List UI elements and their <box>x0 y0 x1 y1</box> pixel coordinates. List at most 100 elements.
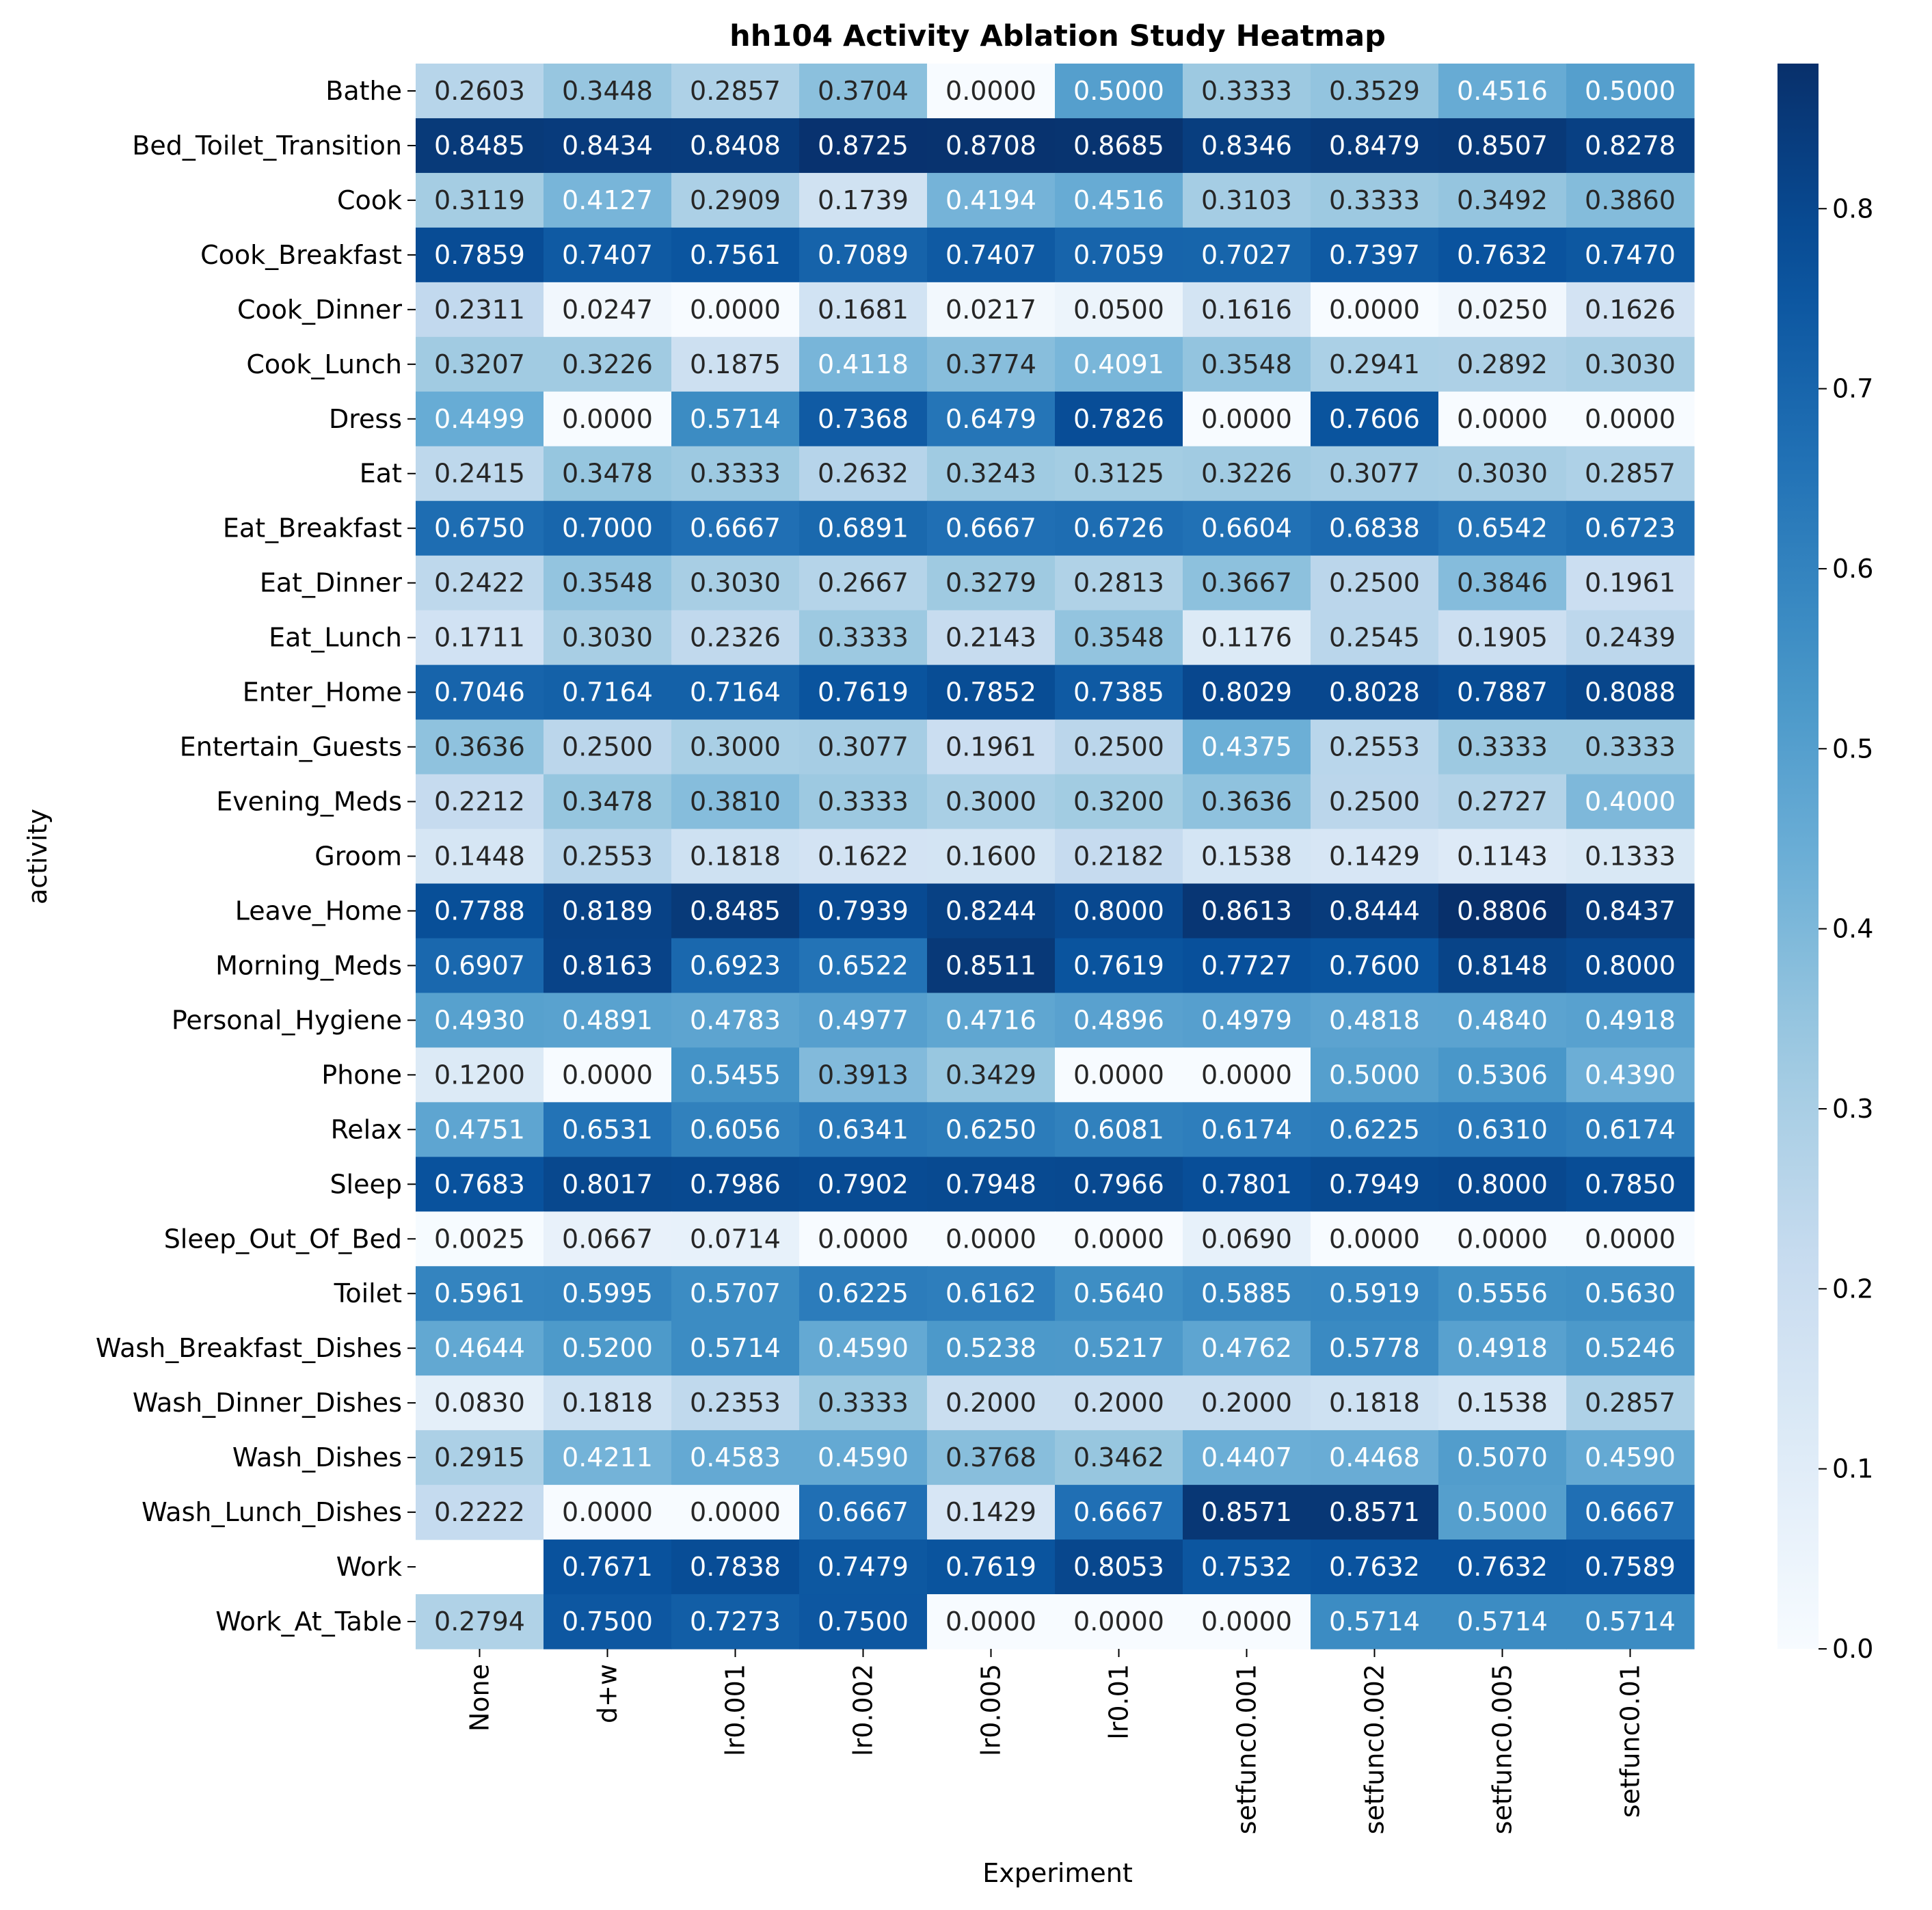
cell-value-label: 0.5630 <box>1585 1278 1676 1308</box>
cell-value-label: 0.3636 <box>434 732 525 762</box>
heatmap-cell <box>1055 1430 1183 1485</box>
cell-value-label: 0.5885 <box>1201 1278 1292 1308</box>
heatmap-cell <box>1055 719 1183 775</box>
cell-value-label: 0.3448 <box>562 76 653 106</box>
heatmap-cell <box>799 282 928 338</box>
cell-value-label: 0.6542 <box>1457 513 1548 543</box>
x-axis-ticks: None d+w lr0.001 lr0.002 lr0.005 lr0.01 setfun… <box>465 1649 1646 1834</box>
heatmap-cell <box>671 391 800 447</box>
y-tick-label: Sleep <box>330 1169 402 1199</box>
x-axis-label: Experiment <box>982 1858 1133 1888</box>
cell-value-label: 0.1429 <box>1329 842 1420 872</box>
cell-value-label: 0.7589 <box>1585 1552 1676 1582</box>
cell-value-label: 0.0000 <box>1329 1224 1420 1254</box>
heatmap-cell <box>1311 446 1439 502</box>
heatmap-cell <box>799 391 928 447</box>
cell-value-label: 0.6174 <box>1585 1114 1676 1144</box>
heatmap-cell <box>1566 391 1695 447</box>
heatmap-cell <box>927 938 1056 994</box>
cell-value-label: 0.2603 <box>434 76 525 106</box>
heatmap-cell <box>1055 664 1183 721</box>
cell-value-label: 0.8053 <box>1073 1552 1164 1582</box>
cell-value-label: 0.4516 <box>1073 185 1164 215</box>
heatmap-cell <box>1438 664 1567 721</box>
heatmap-cell <box>1566 1430 1695 1485</box>
heatmap-cell <box>799 1430 928 1485</box>
cell-value-label: 0.5070 <box>1457 1442 1548 1472</box>
heatmap-cell <box>799 172 928 228</box>
cell-value-label: 0.1538 <box>1201 842 1292 872</box>
heatmap-cell <box>1311 555 1439 611</box>
cell-value-label: 0.8000 <box>1457 1169 1548 1199</box>
cell-value-label: 0.2553 <box>562 842 653 872</box>
cell-value-label: 0.5217 <box>1073 1333 1164 1363</box>
cell-value-label: 0.3077 <box>1329 459 1420 489</box>
cell-value-label: 0.2415 <box>434 459 525 489</box>
heatmap-cell <box>1183 282 1311 338</box>
cell-value-label: 0.7606 <box>1329 404 1420 434</box>
heatmap-cell <box>1055 829 1183 885</box>
cell-value-label: 0.7000 <box>562 513 653 543</box>
heatmap-cell <box>799 227 928 283</box>
cell-value-label: 0.7826 <box>1073 404 1164 434</box>
colorbar-tick-label: 0.1 <box>1832 1454 1873 1484</box>
cell-value-label: 0.3226 <box>562 349 653 379</box>
heatmap-cell <box>799 446 928 502</box>
cell-value-label: 0.5200 <box>562 1333 653 1363</box>
cell-value-label: 0.0000 <box>1201 1060 1292 1090</box>
heatmap-cell <box>671 829 800 885</box>
heatmap-cell <box>1566 282 1695 338</box>
cell-value-label: 0.6667 <box>690 513 781 543</box>
heatmap-cell <box>1055 118 1183 174</box>
cell-value-label: 0.7368 <box>818 404 909 434</box>
heatmap-cell <box>1566 1211 1695 1267</box>
cell-value-label: 0.3333 <box>1457 732 1548 762</box>
cell-value-label: 0.3000 <box>945 787 1036 817</box>
cell-value-label: 0.2857 <box>690 76 781 106</box>
x-tick-label: lr0.001 <box>721 1664 751 1756</box>
cell-value-label: 0.4583 <box>690 1442 781 1472</box>
heatmap-cell <box>1055 446 1183 502</box>
cell-value-label: 0.2500 <box>1329 787 1420 817</box>
colorbar-ticks: 0.0 0.1 0.2 0.3 0.4 0.5 0.6 0.7 0.8 <box>1819 193 1873 1664</box>
cell-value-label: 0.3333 <box>818 787 909 817</box>
cell-value-label: 0.1818 <box>690 842 781 872</box>
cell-value-label: 0.5919 <box>1329 1278 1420 1308</box>
cell-value-label: 0.6162 <box>945 1278 1036 1308</box>
heatmap-cell <box>1438 993 1567 1048</box>
heatmap-cell <box>1438 336 1567 392</box>
cell-value-label: 0.0000 <box>945 76 1036 106</box>
heatmap-cell <box>416 500 544 556</box>
cell-value-label: 0.4516 <box>1457 76 1548 106</box>
heatmap-cell <box>1566 1375 1695 1431</box>
heatmap-cell <box>1438 1102 1567 1157</box>
cell-value-label: 0.3768 <box>945 1442 1036 1472</box>
cell-value-label: 0.7902 <box>818 1169 909 1199</box>
cell-value-label: 0.0000 <box>562 1497 653 1527</box>
cell-value-label: 0.5000 <box>1329 1060 1420 1090</box>
cell-value-label: 0.7385 <box>1073 677 1164 708</box>
heatmap-cell <box>1566 172 1695 228</box>
heatmap-cell <box>927 336 1056 392</box>
heatmap-cell <box>1055 1266 1183 1321</box>
cell-value-label: 0.4979 <box>1201 1005 1292 1035</box>
heatmap-cell <box>544 1430 672 1485</box>
cell-value-label: 0.3243 <box>945 459 1036 489</box>
cell-value-label: 0.3077 <box>818 732 909 762</box>
cell-value-label: 0.4930 <box>434 1005 525 1035</box>
cell-value-label: 0.2353 <box>690 1388 781 1418</box>
cell-value-label: 0.5778 <box>1329 1333 1420 1363</box>
cell-value-label: 0.2632 <box>818 459 909 489</box>
cell-value-label: 0.7683 <box>434 1169 525 1199</box>
heatmap-cell <box>671 774 800 830</box>
cell-value-label: 0.4127 <box>562 185 653 215</box>
heatmap-cell <box>1183 1594 1311 1650</box>
heatmap-cell <box>1566 774 1695 830</box>
heatmap-cell <box>671 1047 800 1103</box>
heatmap-cell <box>416 1102 544 1157</box>
y-tick-label: Dress <box>329 404 402 434</box>
cell-value-label: 0.5246 <box>1585 1333 1676 1363</box>
cell-value-label: 0.4000 <box>1585 787 1676 817</box>
heatmap-cell <box>1566 883 1695 939</box>
cell-value-label: 0.5306 <box>1457 1060 1548 1090</box>
